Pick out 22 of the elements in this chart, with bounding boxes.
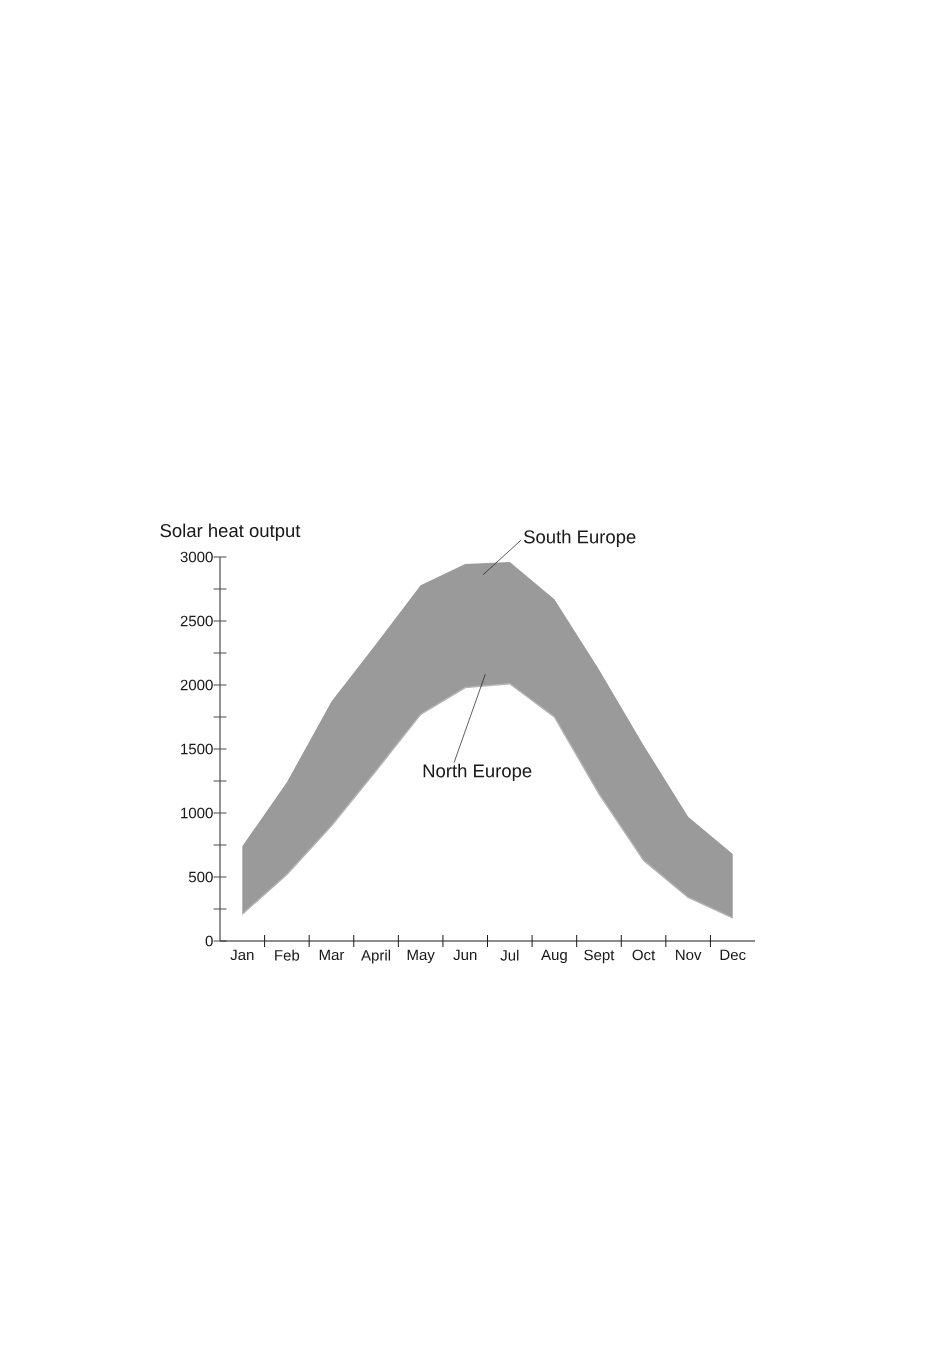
x-tick-label: Jun [453, 949, 477, 961]
x-tick-label: Jul [500, 949, 519, 961]
x-tick-label: May [407, 949, 435, 964]
x-tick-label: Oct [632, 949, 656, 961]
y-axis-title: Solar heat output [160, 523, 301, 541]
x-tick-label: Sept [584, 949, 615, 964]
y-tick-label: 1500 [181, 743, 213, 755]
y-tick-label: 2000 [180, 679, 213, 691]
x-tick-label: Dec [720, 949, 746, 961]
x-tick-label: Mar [319, 949, 345, 961]
x-tick-label: Jan [230, 949, 254, 961]
y-tick-label: 3000 [180, 551, 213, 563]
x-tick-label: Aug [541, 949, 567, 964]
y-tick-label: 500 [188, 871, 213, 883]
y-tick-label: 1000 [181, 807, 213, 819]
x-tick-label: Nov [676, 949, 702, 961]
x-tick-label: April [361, 949, 391, 964]
series-label: North Europe [423, 763, 532, 782]
x-tick-label: Feb [275, 949, 300, 961]
y-tick-label: 2500 [180, 615, 213, 627]
series-label: South Europe [523, 529, 636, 548]
y-tick-label: 0 [205, 935, 213, 947]
